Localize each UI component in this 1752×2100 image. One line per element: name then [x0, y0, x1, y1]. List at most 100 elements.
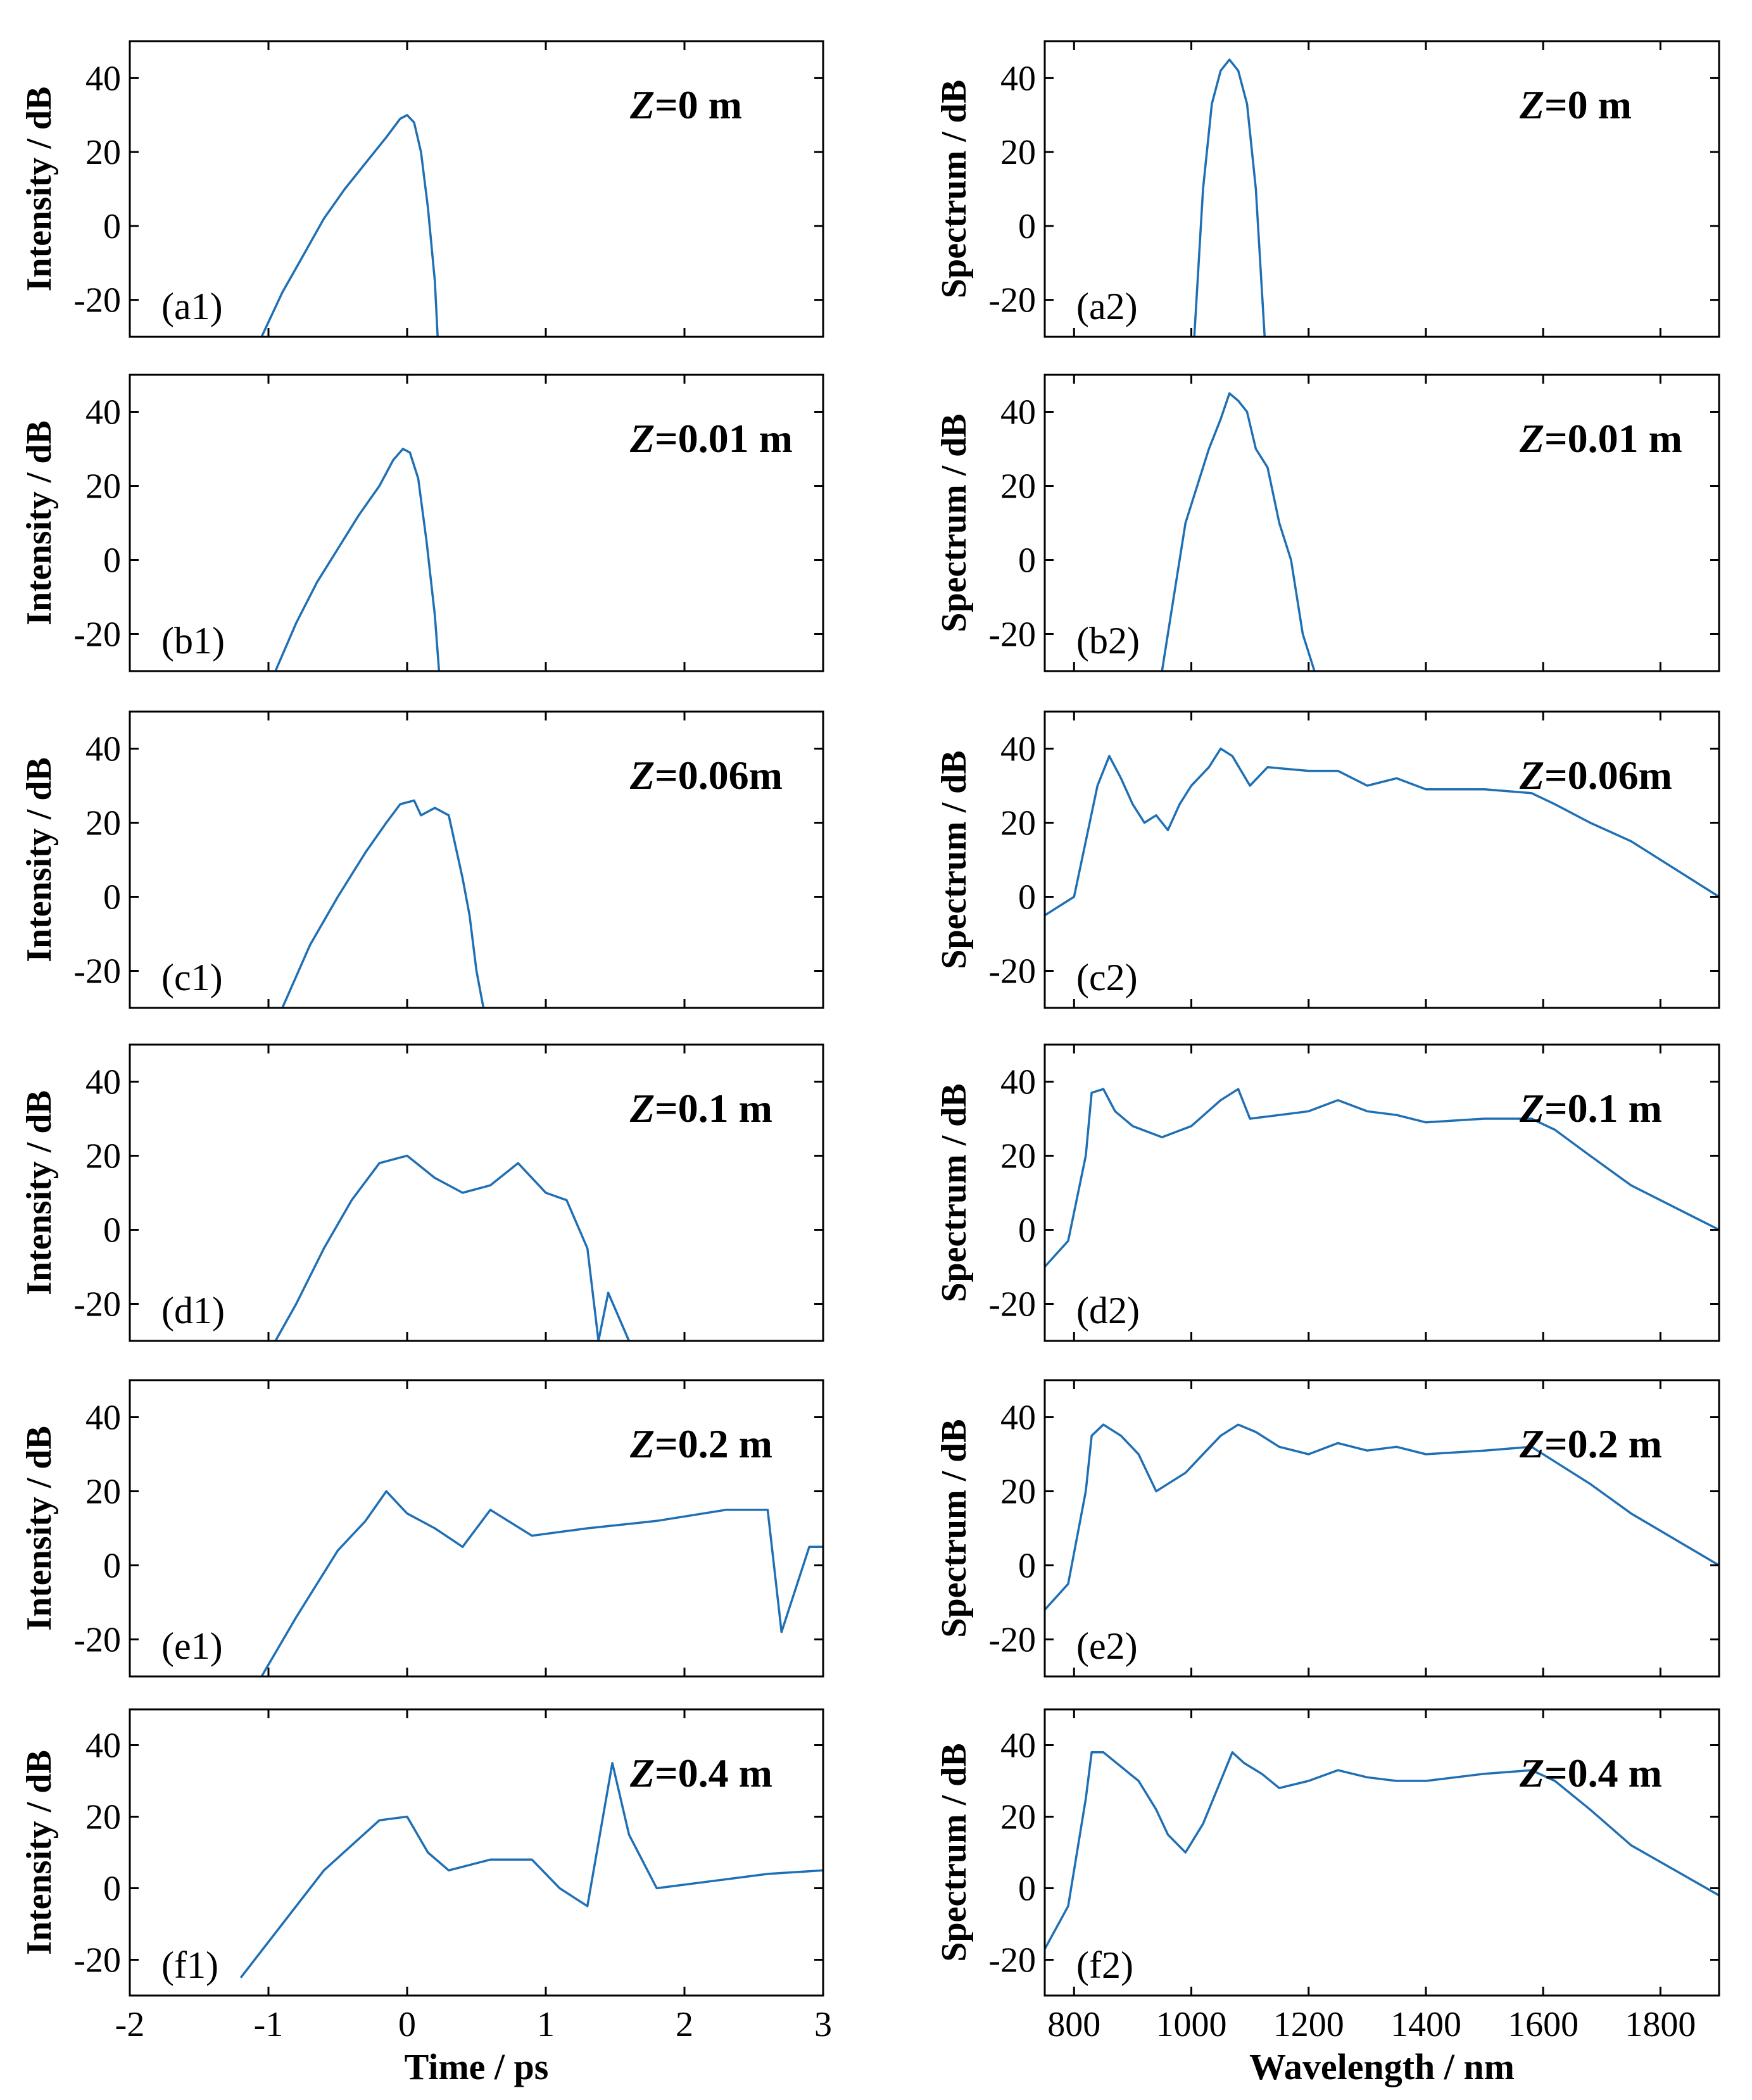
- panel-label-b1: (b1): [161, 620, 225, 662]
- y-tick-label: 20: [1000, 1473, 1036, 1512]
- y-tick-label: 0: [103, 1547, 121, 1586]
- panel-a2: -20 0 20 40 Spectrum / dB (a2) Z=0 m: [935, 40, 1720, 338]
- z-position-label: Z=0 m: [629, 82, 742, 127]
- z-position-label: Z=0.1 m: [1519, 1086, 1662, 1131]
- x-tick-label: -1: [254, 2005, 284, 2044]
- y-tick-label: 20: [85, 1137, 121, 1176]
- z-value: =0.4 m: [1544, 1751, 1662, 1795]
- y-tick-label: -20: [988, 281, 1036, 320]
- axes-frame-d1: [129, 1043, 824, 1342]
- y-tick-label: 40: [85, 1063, 121, 1102]
- z-position-label: Z=0.2 m: [629, 1421, 772, 1466]
- panel-label-f1: (f1): [161, 1944, 218, 1986]
- y-tick-label: 0: [1018, 1211, 1036, 1250]
- y-tick-label: 40: [1000, 1399, 1036, 1438]
- y-tick-label: 20: [1000, 804, 1036, 843]
- data-line-f1: [239, 1762, 823, 1978]
- panel-label-f2: (f2): [1076, 1944, 1133, 1986]
- panel-label-d2: (d2): [1076, 1290, 1140, 1331]
- data-line-e1: [260, 1490, 823, 1676]
- panel-b1: -20 0 20 40 Intensity / dB (b1) Z=0.01 m: [20, 374, 824, 672]
- axes-frame-a1: [129, 40, 824, 338]
- y-tick-label: -20: [73, 1941, 121, 1980]
- y-tick-label: -20: [73, 1285, 121, 1324]
- y-tick-label: 0: [1018, 207, 1036, 246]
- z-value: =0.4 m: [655, 1751, 772, 1795]
- z-value: =0 m: [655, 82, 742, 127]
- data-line-c1: [281, 799, 485, 1008]
- panel-f1: -20 0 20 40 -2 -1 0 1 2 3 Intensity / dB Time / ps (…: [20, 1708, 832, 2087]
- z-symbol: Z: [629, 1421, 655, 1466]
- y-tick-label: 0: [103, 1870, 121, 1909]
- x-tick-label: 0: [398, 2005, 416, 2044]
- axes-frame-c2: [1043, 710, 1720, 1009]
- y-tick-label: 20: [85, 133, 121, 172]
- panel-a1: -20 0 20 40 Intensity / dB (a1) Z=0 m: [20, 40, 824, 338]
- z-symbol: Z: [1519, 1421, 1544, 1466]
- axes-frame-f2: [1043, 1708, 1720, 1997]
- y-tick-label: 0: [1018, 1547, 1036, 1586]
- x-tick-label: 1: [537, 2005, 555, 2044]
- panel-d2: -20 0 20 40 Spectrum / dB (d2) Z=0.1 m: [935, 1043, 1720, 1342]
- y-tick-label: 40: [85, 59, 121, 98]
- z-value: =0.06m: [655, 753, 783, 798]
- panel-d1: -20 0 20 40 Intensity / dB (d1) Z=0.1 m: [20, 1043, 824, 1342]
- data-line-e2: [1045, 1423, 1719, 1611]
- y-tick-label: 20: [1000, 467, 1036, 506]
- y-axis-label: Intensity / dB: [20, 420, 59, 626]
- panel-c2: -20 0 20 40 Spectrum / dB (c2) Z=0.06m: [935, 710, 1720, 1009]
- x-tick-label: 1200: [1273, 2005, 1344, 2044]
- data-line-d1: [274, 1154, 631, 1341]
- z-position-label: Z=0.1 m: [629, 1086, 772, 1131]
- x-tick-label: 1000: [1156, 2005, 1227, 2044]
- z-position-label: Z=0.2 m: [1519, 1421, 1662, 1466]
- y-tick-label: 20: [1000, 1137, 1036, 1176]
- z-value: =0.1 m: [1544, 1086, 1662, 1131]
- data-line-b1: [274, 448, 441, 671]
- z-position-label: Z=0.06m: [629, 753, 783, 798]
- y-tick-label: -20: [988, 1941, 1036, 1980]
- y-tick-label: 20: [85, 1473, 121, 1512]
- y-axis-label: Spectrum / dB: [935, 1743, 974, 1961]
- axes-frame-e1: [129, 1379, 824, 1678]
- y-tick-label: 0: [103, 207, 121, 246]
- x-tick-label: 800: [1047, 2005, 1100, 2044]
- z-symbol: Z: [1519, 82, 1544, 127]
- y-tick-label: 40: [1000, 1063, 1036, 1102]
- y-tick-label: 40: [85, 393, 121, 432]
- y-tick-label: 40: [1000, 59, 1036, 98]
- y-tick-label: 0: [103, 1211, 121, 1250]
- y-tick-label: 40: [1000, 1726, 1036, 1766]
- z-value: =0 m: [1544, 82, 1632, 127]
- y-axis-label: Spectrum / dB: [935, 750, 974, 969]
- y-tick-label: -20: [73, 952, 121, 991]
- y-tick-label: -20: [73, 1621, 121, 1660]
- z-symbol: Z: [629, 1086, 655, 1131]
- y-axis-label: Spectrum / dB: [935, 1083, 974, 1302]
- axes-frame-e2: [1043, 1379, 1720, 1678]
- z-value: =0.01 m: [655, 416, 793, 461]
- z-position-label: Z=0 m: [1519, 82, 1632, 127]
- y-tick-label: 40: [1000, 730, 1036, 769]
- panel-label-c1: (c1): [161, 957, 223, 998]
- z-symbol: Z: [629, 753, 655, 798]
- z-symbol: Z: [629, 82, 655, 127]
- panel-label-c2: (c2): [1076, 957, 1138, 998]
- y-tick-label: 20: [1000, 1798, 1036, 1837]
- axes-frame-b2: [1043, 374, 1720, 672]
- data-line-a2: [1193, 58, 1266, 337]
- panel-label-e1: (e1): [161, 1625, 223, 1667]
- y-tick-label: 20: [85, 467, 121, 506]
- axes-frame-d2: [1043, 1043, 1720, 1342]
- x-tick-label: -2: [115, 2005, 145, 2044]
- z-value: =0.06m: [1544, 753, 1672, 798]
- y-axis-label: Intensity / dB: [20, 1750, 59, 1955]
- x-axis-label: Wavelength / nm: [1249, 2046, 1515, 2087]
- y-tick-label: 20: [1000, 133, 1036, 172]
- z-position-label: Z=0.01 m: [1519, 416, 1682, 461]
- y-axis-label: Intensity / dB: [20, 1426, 59, 1631]
- axes-frame-b1: [129, 374, 824, 672]
- z-position-label: Z=0.4 m: [1519, 1751, 1662, 1795]
- z-position-label: Z=0.01 m: [629, 416, 793, 461]
- y-axis-label: Spectrum / dB: [935, 1419, 974, 1637]
